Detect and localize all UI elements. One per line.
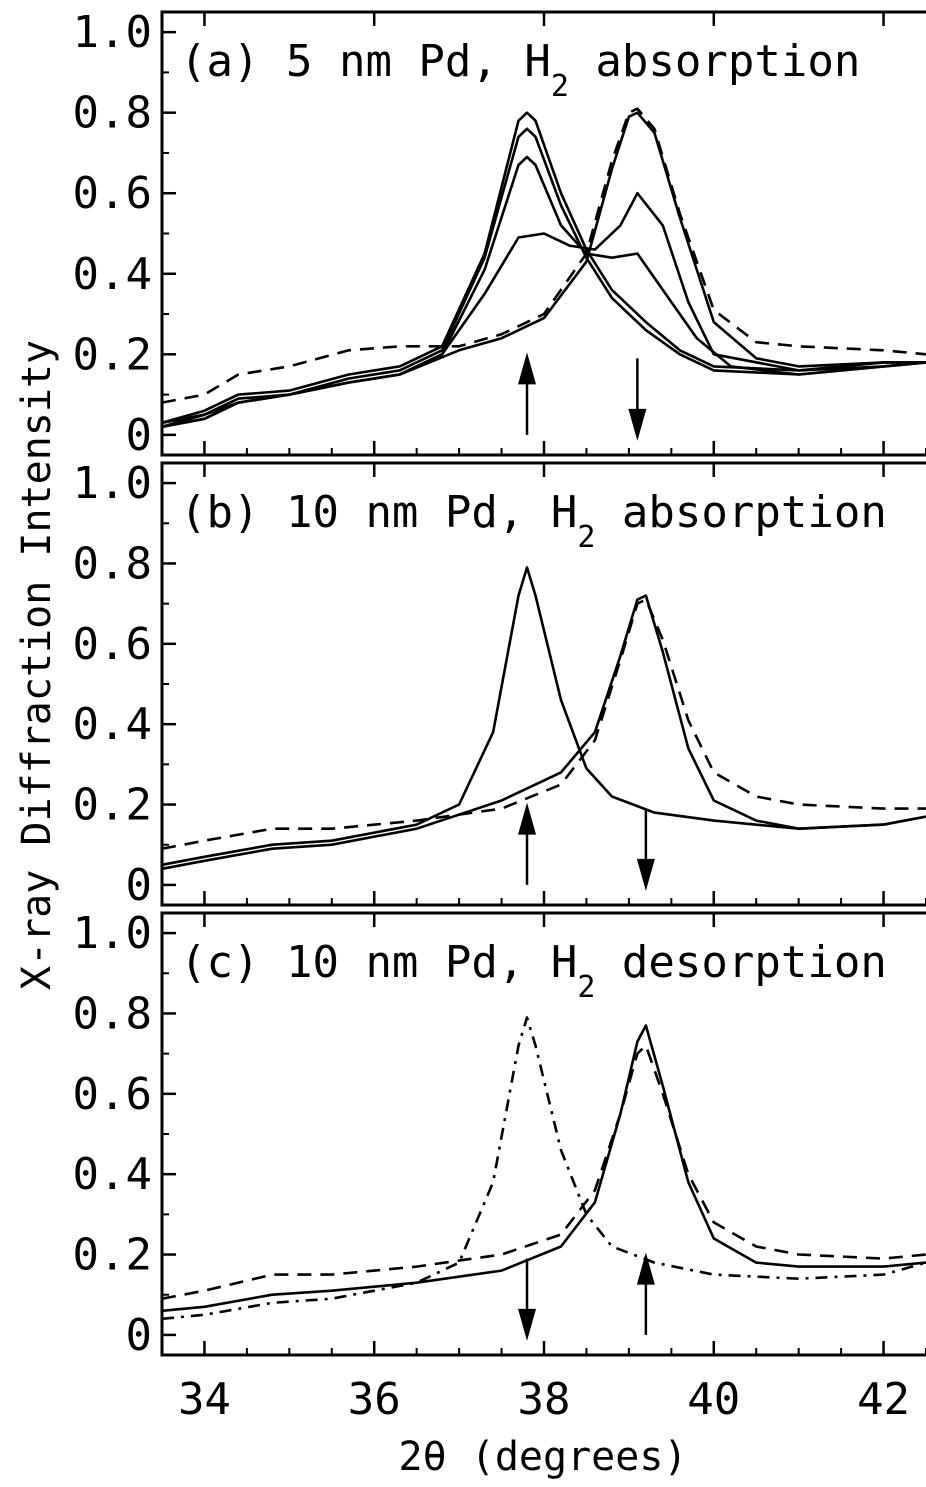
arrow-head (518, 1308, 537, 1341)
panel-title: (b) 10 nm Pd, H2 absorption (180, 487, 887, 555)
series-line-solid (161, 594, 926, 871)
panel-b: 0 0.2 0.4 0.6 0.8 1.0 (b) 10 nm Pd, H2 absorpt… (73, 458, 926, 911)
y-tick-label: 0.8 (73, 538, 152, 589)
x-tick-label: 42 (857, 1374, 910, 1425)
arrow-up (636, 1252, 655, 1335)
panel-title-label: (a) (180, 36, 286, 87)
series-line-solid (161, 566, 926, 867)
panel-title-subscript: 2 (577, 970, 595, 1005)
series-line-dashed (161, 107, 926, 404)
y-tick-label: 0.4 (73, 699, 152, 750)
panel-title-label: (b) (180, 487, 286, 538)
panel-title-main: 10 nm Pd, H (286, 937, 577, 988)
arrow-up (518, 802, 537, 885)
y-tick-label: 0.4 (73, 1149, 152, 1200)
panel-title-end: absorption (595, 487, 886, 538)
y-tick-label: 0.2 (73, 780, 152, 831)
x-tick-label: 38 (518, 1374, 571, 1425)
y-tick-label: 0.2 (73, 329, 152, 380)
y-tick-label: 1.0 (73, 908, 152, 959)
arrow-head (636, 1252, 655, 1285)
arrow-head (518, 352, 537, 385)
y-tick-label: 0 (126, 410, 153, 461)
series-line-solid (161, 127, 926, 425)
series-line-dashed (161, 598, 926, 850)
y-tick-label: 0.6 (73, 619, 152, 670)
x-tick-label: 40 (687, 1374, 740, 1425)
arrow-head (518, 802, 537, 835)
arrow-down (628, 358, 647, 441)
panel-title-label: (c) (180, 937, 286, 988)
x-tick-label: 36 (348, 1374, 401, 1425)
y-tick-label: 0.2 (73, 1230, 152, 1281)
panels: 00.20.40.60.81.0(a) 5 nm Pd, H2 absorpti… (73, 7, 926, 1425)
y-tick-label: 0.8 (73, 88, 152, 139)
x-axis-label-text: 2θ (degrees) (399, 1434, 688, 1480)
series-line-solid (161, 155, 926, 429)
arrow-up (518, 352, 537, 435)
y-tick-label: 0 (126, 1310, 153, 1361)
panel-title-subscript: 2 (551, 69, 569, 104)
y-axis-label: X-ray Diffraction Intensity (14, 340, 60, 990)
y-tick-label: 0.6 (73, 168, 152, 219)
panel-title-main: 10 nm Pd, H (286, 487, 577, 538)
panel-a: 0 0.2 0.4 0.6 0.8 1.0 (a) 5 nm Pd, H2 absorpti… (73, 7, 926, 461)
arrow-head (628, 408, 647, 441)
y-tick-label: 0.4 (73, 249, 152, 300)
panel-title-end: absorption (569, 36, 860, 87)
panel-title: (c) 10 nm Pd, H2 desorption (180, 937, 887, 1005)
series-line-dashed (161, 1044, 926, 1300)
panel-title-main: 5 nm Pd, H (286, 36, 551, 87)
panel-title-end: desorption (595, 937, 886, 988)
x-tick-labels: 34 36 38 40 42 (178, 1374, 910, 1425)
panel-title: (a) 5 nm Pd, H2 absorption (180, 36, 860, 104)
y-tick-label: 1.0 (73, 7, 152, 58)
arrow-head (636, 858, 655, 891)
series-line-solid (161, 1024, 926, 1313)
series-line-solid (161, 111, 926, 429)
x-axis-label: 2θ (degrees) (399, 1434, 688, 1480)
y-tick-label: 0.8 (73, 988, 152, 1039)
y-tick-label: 0.6 (73, 1069, 152, 1120)
x-tick-label: 34 (178, 1374, 231, 1425)
y-tick-label: 1.0 (73, 458, 152, 509)
arrow-down (518, 1258, 537, 1341)
series-line-solid (161, 111, 926, 425)
y-tick-label: 0 (126, 860, 153, 911)
panel-c: 0 0.2 0.4 0.6 0.8 1.0 (c) 10 nm Pd, H2 desorpt… (73, 908, 926, 1361)
arrow-down (636, 808, 655, 891)
panel-title-subscript: 2 (577, 520, 595, 555)
